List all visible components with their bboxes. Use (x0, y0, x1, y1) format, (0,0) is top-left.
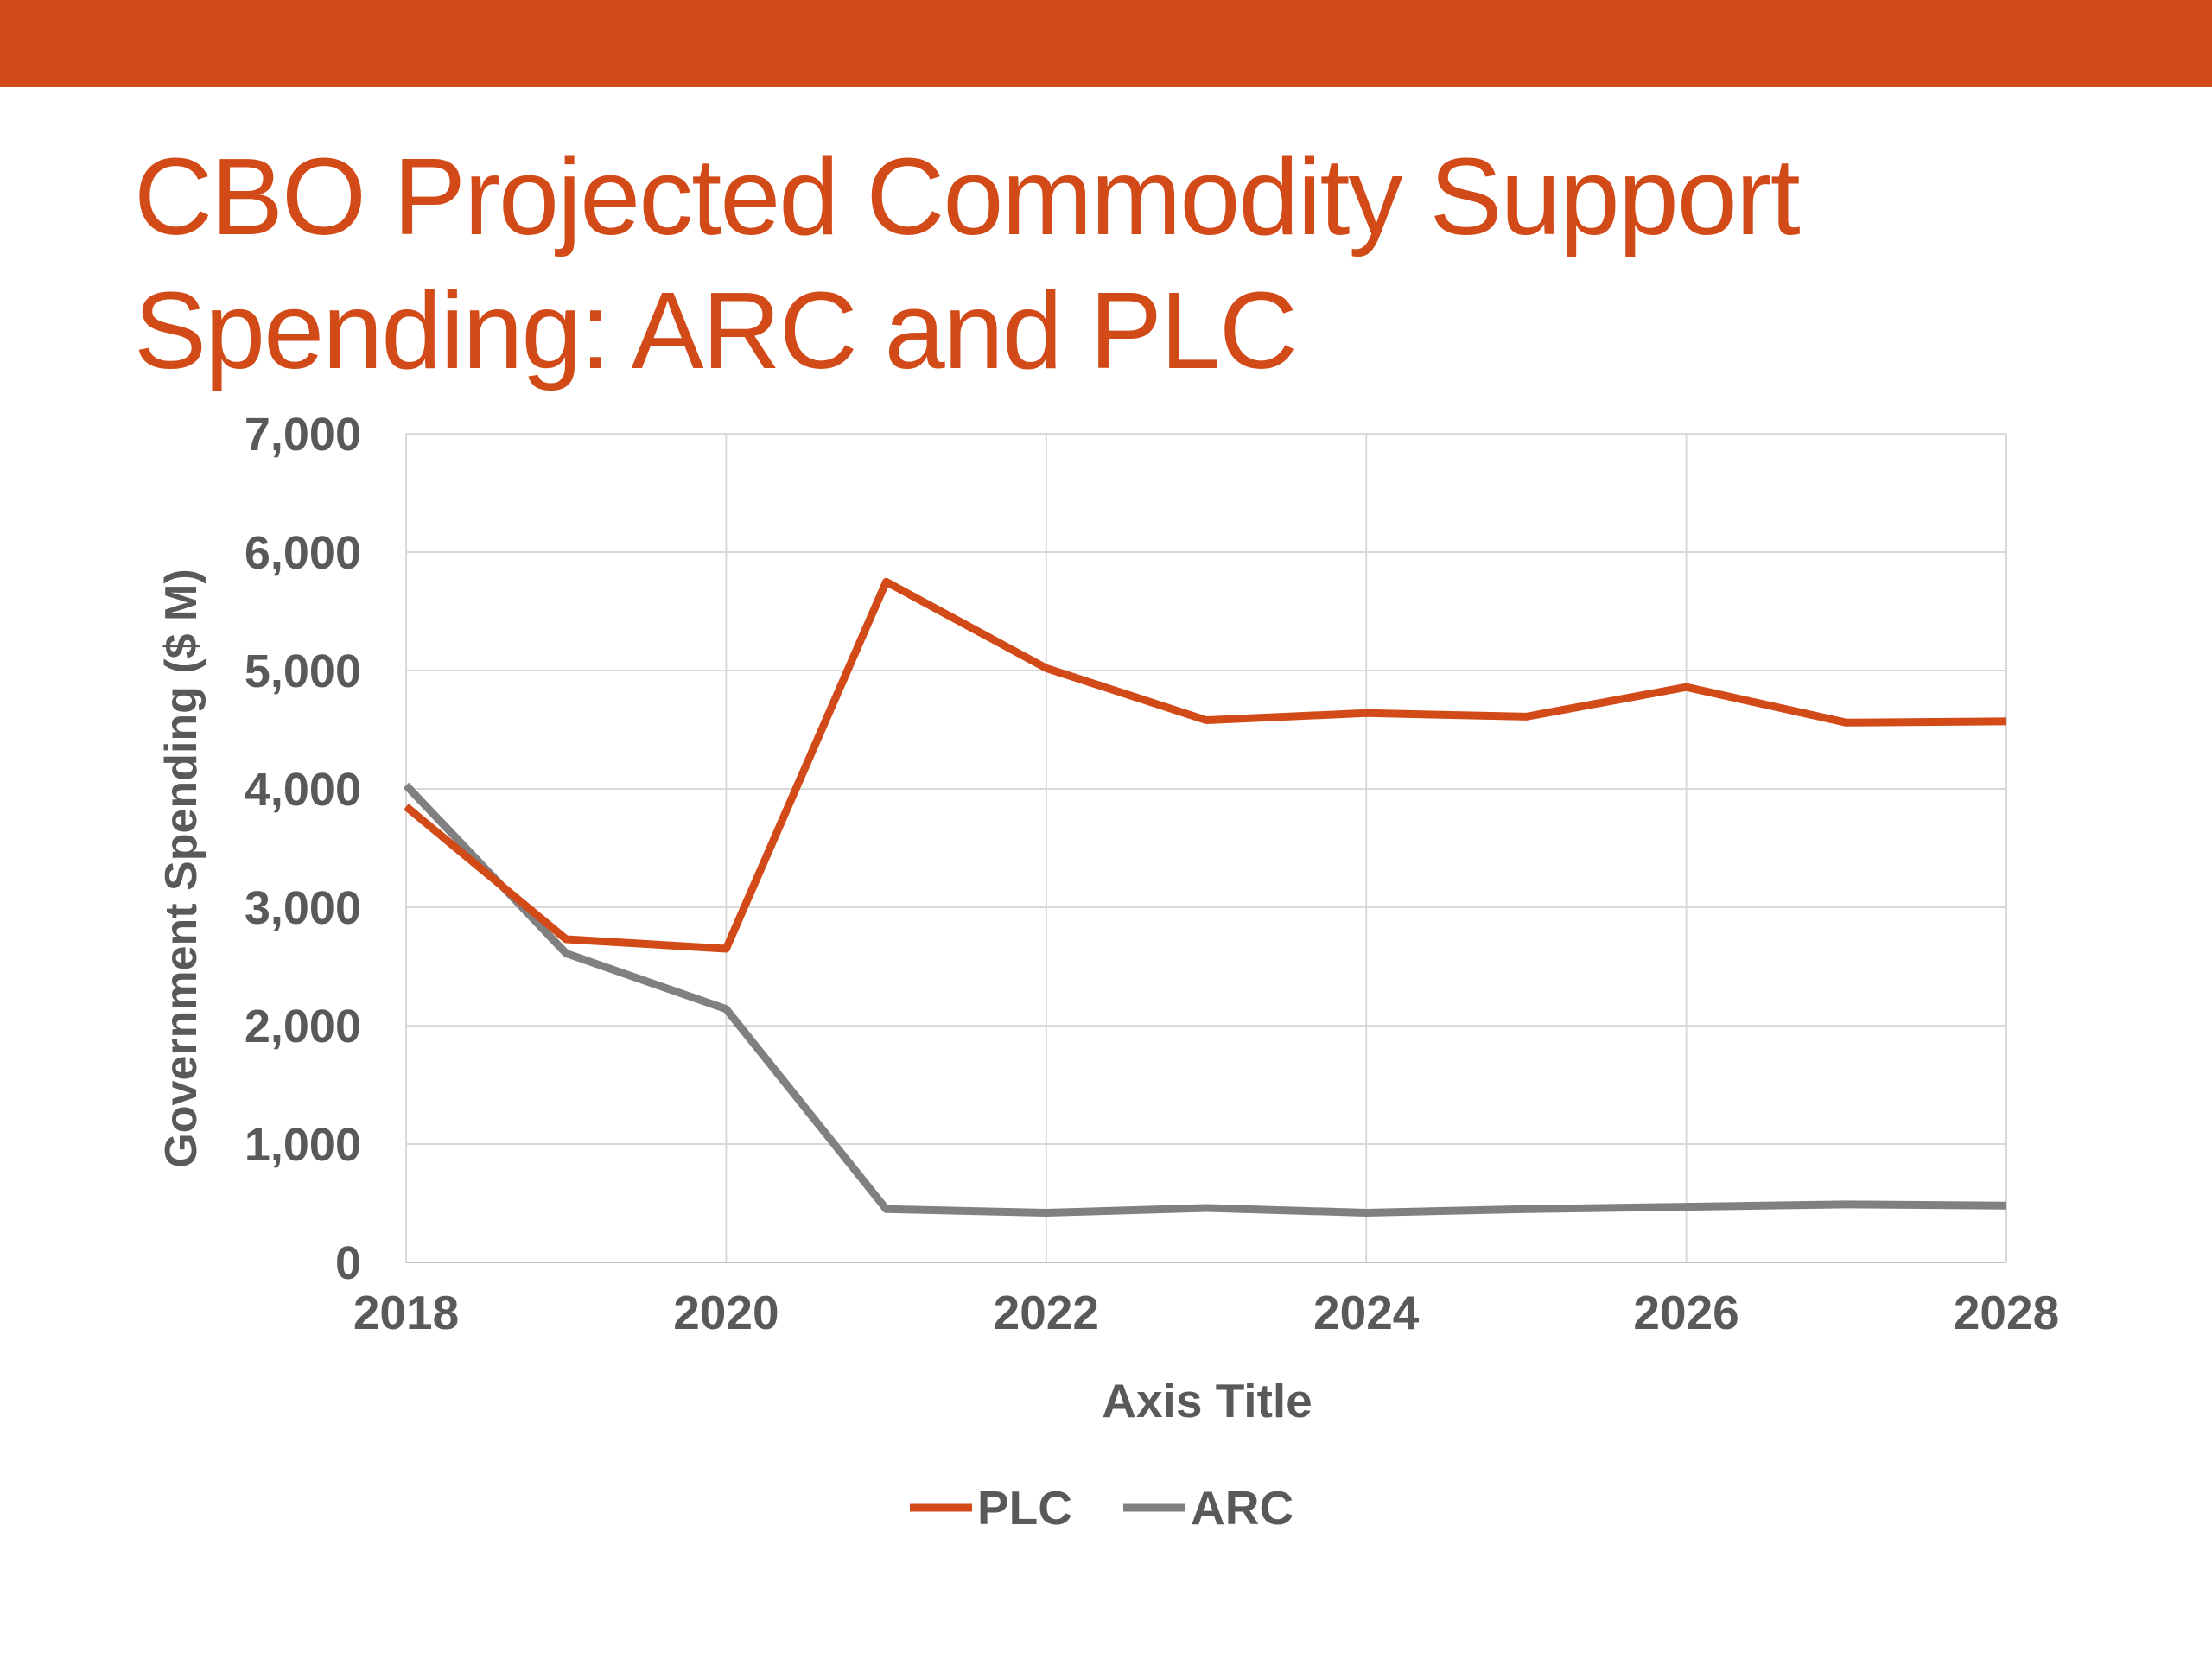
slide-title-line-1: CBO Projected Commodity Support (134, 136, 1801, 257)
slide-title-line-2: Spending: ARC and PLC (134, 270, 1298, 391)
y-tick-label: 2,000 (245, 1001, 361, 1052)
x-tick-label: 2018 (353, 1286, 459, 1339)
x-tick-label: 2020 (673, 1286, 779, 1339)
x-axis-tick-labels: 2018 2020 2022 2024 2026 2028 (353, 1286, 2059, 1339)
x-tick-label: 2022 (994, 1286, 1099, 1339)
chart-series (403, 577, 2007, 1217)
series-line-arc (403, 782, 2007, 1217)
x-tick-label: 2028 (1954, 1286, 2059, 1339)
y-axis-tick-labels: 0 1,000 2,000 3,000 4,000 5,000 6,000 7,000 (245, 409, 361, 1289)
chart-legend: PLC ARC (910, 1481, 1294, 1535)
x-tick-label: 2024 (1313, 1286, 1420, 1339)
y-tick-label: 7,000 (245, 409, 361, 461)
series-line-plc (404, 577, 2007, 953)
y-tick-label: 5,000 (245, 645, 361, 697)
y-tick-label: 1,000 (245, 1119, 361, 1171)
slide-title: CBO Projected Commodity Support Spending… (134, 130, 2121, 397)
chart-gridlines (405, 433, 2007, 1262)
top-accent-bar (0, 0, 2212, 87)
y-tick-label: 4,000 (245, 764, 361, 816)
legend-label-plc: PLC (977, 1481, 1072, 1535)
y-axis-title: Government Spending ($ M) (156, 569, 207, 1167)
y-tick-label: 6,000 (245, 527, 361, 579)
x-tick-label: 2026 (1633, 1286, 1738, 1339)
x-axis-title: Axis Title (1102, 1374, 1313, 1427)
y-tick-label: 3,000 (245, 882, 361, 934)
legend-label-arc: ARC (1191, 1481, 1294, 1535)
y-tick-label: 0 (335, 1237, 361, 1289)
